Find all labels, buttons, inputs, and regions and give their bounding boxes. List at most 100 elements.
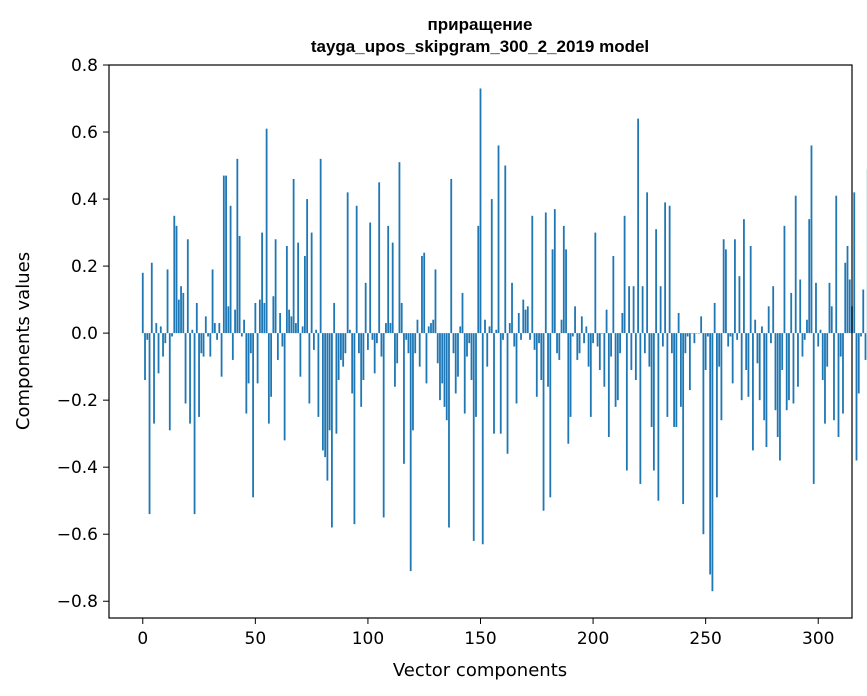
bar (155, 323, 158, 334)
bar (661, 333, 664, 347)
bar (765, 333, 768, 448)
bar (547, 333, 549, 387)
bar (864, 333, 867, 360)
bar (279, 313, 282, 334)
bar (175, 225, 178, 334)
bar (434, 269, 437, 334)
bar (583, 333, 585, 344)
bar (722, 239, 725, 334)
bar (202, 333, 205, 357)
bar (364, 282, 367, 334)
bar (592, 333, 594, 344)
bar (842, 333, 844, 414)
bar (182, 292, 185, 334)
bar (281, 333, 284, 347)
x-tick-label: 150 (464, 629, 496, 649)
bar (810, 145, 813, 334)
bar (513, 333, 516, 347)
bar (844, 262, 847, 334)
bar (560, 319, 563, 334)
bar (285, 245, 288, 334)
x-tick-label: 300 (802, 629, 834, 649)
bar (186, 239, 189, 334)
bar (562, 225, 565, 334)
bar (243, 319, 245, 334)
bar (803, 333, 806, 340)
bar (761, 326, 763, 334)
bar (763, 333, 766, 421)
bar (585, 326, 588, 334)
bar (216, 333, 218, 340)
bar (247, 333, 250, 384)
bar (481, 333, 484, 545)
bar (385, 323, 387, 334)
bar (614, 333, 617, 407)
bar (853, 192, 856, 334)
bar (704, 333, 707, 370)
bar (204, 316, 207, 334)
bar (270, 333, 273, 397)
plot-frame (108, 64, 853, 619)
bar (376, 333, 378, 344)
bar (673, 333, 676, 427)
bar (821, 333, 824, 381)
bar (400, 302, 403, 334)
bar (245, 333, 248, 414)
bar (734, 239, 736, 334)
bar (367, 333, 369, 350)
bar (553, 209, 556, 334)
bar (535, 333, 538, 397)
bar (632, 286, 635, 334)
bar (184, 333, 187, 404)
bar (504, 165, 507, 334)
bar (351, 333, 354, 394)
bar (824, 333, 826, 424)
bar (484, 319, 486, 334)
bar (477, 225, 480, 334)
bar (646, 192, 649, 334)
bar (808, 219, 811, 334)
bar (758, 333, 761, 401)
bar (299, 333, 302, 377)
bar (679, 333, 682, 407)
bar (333, 302, 336, 334)
bar (308, 333, 311, 404)
bar (770, 333, 772, 344)
bar (716, 333, 718, 498)
bar (837, 333, 840, 438)
bar (736, 333, 739, 340)
bar (256, 333, 259, 384)
bar (788, 333, 790, 401)
bar (700, 316, 703, 334)
bar (283, 333, 286, 441)
bar (254, 302, 257, 334)
bar (725, 249, 727, 334)
bar (261, 232, 263, 334)
bar (707, 333, 709, 337)
bar (812, 333, 815, 484)
bar (414, 333, 417, 354)
bar (738, 276, 741, 334)
bar (493, 333, 495, 434)
bar (520, 333, 522, 340)
bar (292, 178, 295, 334)
bar (220, 333, 223, 377)
bar (517, 313, 520, 334)
bar (839, 333, 842, 357)
bar (466, 333, 468, 357)
bar (580, 316, 583, 334)
bar (267, 333, 270, 424)
bar (628, 286, 630, 334)
bar (430, 323, 432, 334)
x-axis-ticks: 0 50 100 150 200 250 300 (137, 618, 834, 649)
bar (450, 178, 453, 334)
bar (524, 309, 527, 334)
bar (682, 333, 685, 505)
bar (522, 299, 525, 334)
bar (790, 292, 793, 334)
bar (815, 282, 817, 334)
bar (353, 333, 356, 525)
bar (328, 333, 331, 431)
